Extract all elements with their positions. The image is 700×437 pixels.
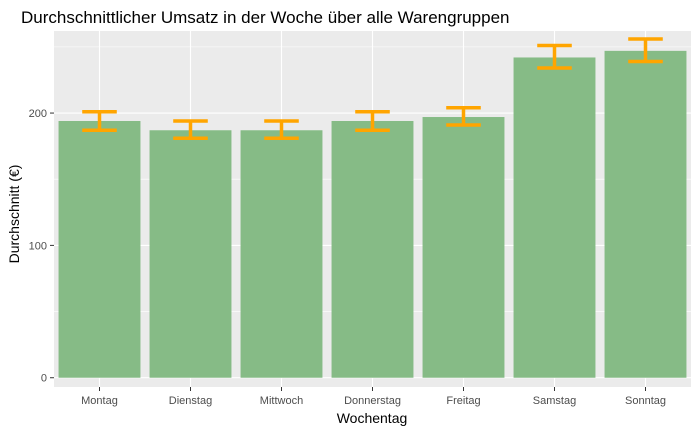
bar-freitag: [422, 117, 505, 378]
error-bars-group: [82, 37, 663, 140]
y-tick-label: 0: [41, 373, 47, 385]
x-tick-label: Donnerstag: [344, 395, 401, 407]
error-bar-donnerstag: [355, 109, 390, 133]
x-axis-title: Wochentag: [337, 410, 408, 426]
bar-samstag: [513, 57, 596, 378]
error-bar-mittwoch: [264, 119, 299, 140]
x-tick-label: Samstag: [533, 395, 576, 407]
y-tick-label: 200: [29, 108, 47, 120]
error-bar-freitag: [446, 106, 481, 127]
bar-montag: [58, 120, 141, 378]
x-tick-label: Mittwoch: [260, 395, 303, 407]
y-axis: 0 100 200: [29, 108, 54, 385]
y-tick-label: 100: [29, 240, 47, 252]
y-axis-title: Durchschnitt (€): [6, 165, 22, 264]
x-tick-label: Dienstag: [169, 395, 212, 407]
bars-group: [58, 50, 687, 378]
bar-mittwoch: [240, 130, 323, 378]
error-bar-sonntag: [628, 37, 663, 64]
chart-title: Durchschnittlicher Umsatz in der Woche ü…: [21, 8, 510, 27]
error-bar-samstag: [537, 43, 572, 70]
bar-donnerstag: [331, 120, 414, 378]
error-bar-dienstag: [173, 119, 208, 140]
bar-sonntag: [604, 50, 687, 378]
x-tick-label: Sonntag: [625, 395, 666, 407]
error-bar-montag: [82, 109, 117, 133]
x-tick-label: Montag: [81, 395, 118, 407]
x-tick-label: Freitag: [446, 395, 480, 407]
x-axis: Montag Dienstag Mittwoch Donnerstag Freitag S…: [81, 387, 666, 407]
bar-dienstag: [149, 130, 232, 378]
